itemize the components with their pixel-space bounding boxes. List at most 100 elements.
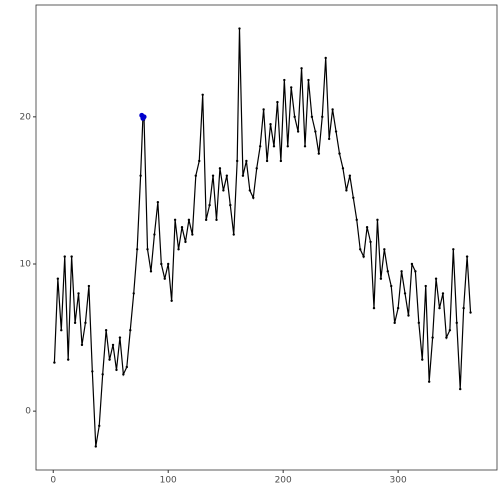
point	[279, 159, 283, 163]
point	[421, 358, 424, 361]
point	[160, 262, 163, 266]
point	[352, 196, 355, 199]
point	[324, 56, 327, 60]
point	[98, 424, 101, 428]
point	[334, 130, 338, 133]
point	[156, 200, 160, 204]
point	[272, 145, 276, 148]
point	[187, 218, 191, 222]
point	[229, 203, 232, 207]
point	[462, 306, 465, 310]
point	[180, 225, 184, 229]
point	[427, 380, 431, 383]
point	[73, 321, 77, 325]
point	[53, 361, 56, 364]
point	[345, 189, 348, 192]
point	[104, 329, 108, 332]
point	[386, 270, 389, 273]
point	[283, 78, 286, 82]
point	[66, 358, 70, 361]
point	[108, 358, 111, 361]
point	[321, 115, 324, 119]
point	[365, 225, 369, 229]
point	[60, 329, 63, 332]
point	[276, 100, 279, 104]
point	[222, 189, 225, 192]
point	[269, 122, 272, 126]
point	[452, 248, 455, 251]
point	[135, 248, 139, 251]
y-tick-label: 20	[20, 112, 32, 122]
point	[77, 292, 80, 295]
point	[445, 336, 448, 339]
point	[355, 218, 358, 222]
point	[286, 145, 289, 148]
point	[241, 174, 245, 177]
point	[208, 203, 211, 207]
point	[317, 152, 321, 155]
point	[369, 240, 372, 244]
point	[238, 27, 241, 30]
point	[201, 93, 204, 96]
x-tick-label: 200	[275, 476, 292, 486]
point	[115, 368, 118, 372]
point	[469, 311, 472, 314]
point	[379, 277, 383, 280]
point	[63, 255, 66, 258]
point	[204, 218, 208, 222]
point	[184, 240, 187, 244]
point	[139, 174, 142, 177]
point	[122, 373, 125, 376]
point	[235, 159, 239, 163]
point	[390, 284, 393, 288]
point	[414, 270, 417, 273]
point	[407, 314, 410, 317]
point	[252, 196, 255, 199]
point	[441, 292, 445, 295]
x-tick-label: 100	[160, 476, 177, 486]
line	[53, 28, 472, 447]
point	[400, 270, 403, 273]
point	[141, 114, 147, 120]
point	[403, 292, 407, 295]
point	[307, 78, 310, 82]
point	[300, 67, 303, 70]
point	[434, 277, 438, 280]
point	[438, 306, 441, 310]
point	[417, 321, 421, 325]
point	[424, 284, 427, 288]
point	[310, 115, 314, 119]
point	[91, 370, 94, 373]
point	[362, 255, 365, 258]
point	[431, 336, 434, 339]
point	[331, 108, 334, 111]
point	[290, 86, 293, 89]
x-tick-label: 300	[390, 476, 407, 486]
point	[191, 233, 194, 236]
point	[262, 108, 265, 111]
point	[70, 255, 73, 258]
point	[383, 248, 386, 251]
point	[132, 292, 135, 295]
point	[118, 336, 122, 339]
point	[146, 248, 149, 251]
point	[358, 248, 362, 251]
point	[303, 145, 307, 148]
y-tick-label: 0	[25, 407, 31, 417]
point	[111, 343, 115, 347]
point	[338, 152, 341, 155]
point	[177, 248, 180, 251]
point	[173, 218, 177, 222]
point	[245, 159, 248, 163]
point	[459, 387, 462, 391]
point	[84, 321, 87, 325]
point	[149, 270, 153, 273]
x-tick-label: 0	[50, 476, 56, 486]
point	[125, 365, 129, 369]
point	[194, 174, 197, 177]
point	[153, 233, 156, 236]
point	[167, 262, 170, 266]
point	[56, 277, 60, 280]
point	[341, 167, 345, 170]
